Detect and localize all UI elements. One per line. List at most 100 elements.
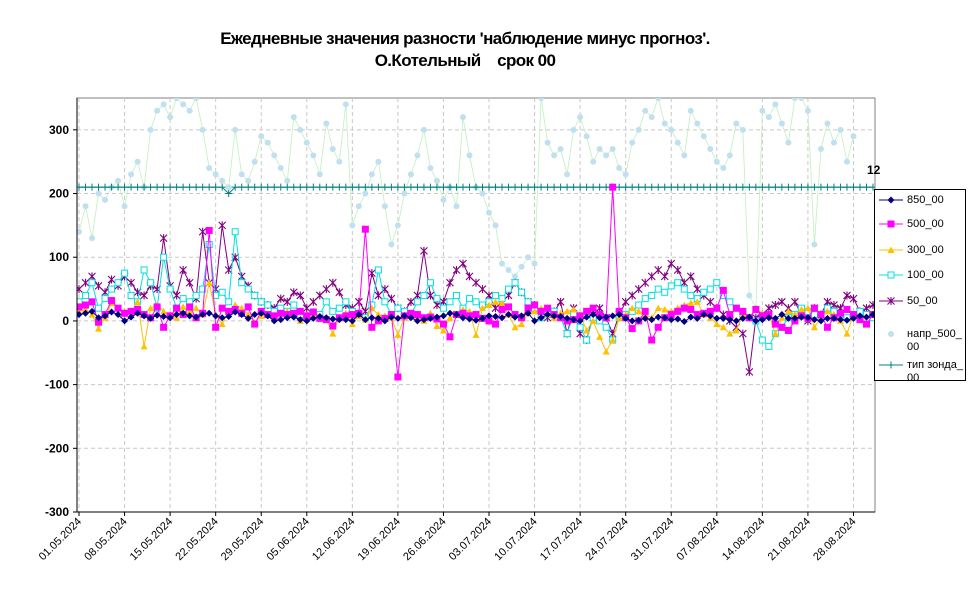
data-point [628, 291, 637, 300]
data-point [810, 316, 818, 324]
data-point [674, 315, 682, 323]
data-point [329, 307, 337, 315]
data-point [218, 304, 226, 312]
data-point [205, 309, 213, 317]
data-point [374, 291, 383, 300]
data-point [270, 317, 278, 325]
x-tick-label: 12.06.2024 [310, 516, 357, 563]
data-point [433, 295, 441, 303]
data-point [264, 183, 272, 191]
data-point [466, 152, 473, 159]
legend-label: напр_500_00 [907, 328, 962, 353]
data-point [817, 317, 825, 325]
data-point [95, 318, 103, 326]
x-tick-label: 21.08.2024 [766, 516, 813, 563]
data-point [277, 183, 285, 191]
legend-marker [887, 297, 895, 305]
data-point [205, 240, 213, 248]
data-point [89, 235, 96, 242]
data-point [95, 314, 103, 322]
legend-label: 100_00 [907, 269, 944, 281]
data-point [387, 183, 395, 191]
data-point [647, 272, 656, 281]
data-point [394, 314, 402, 322]
x-tick-label: 19.06.2024 [356, 516, 403, 563]
data-point [128, 171, 135, 178]
data-point [680, 278, 689, 287]
data-point [258, 133, 265, 140]
data-point [804, 314, 812, 322]
data-point [212, 291, 220, 299]
data-point [205, 226, 213, 234]
legend-swatch [879, 196, 903, 204]
x-tick-label: 15.05.2024 [128, 516, 175, 563]
data-point [661, 288, 669, 296]
data-point [810, 183, 818, 191]
legend-item: 850_00 [875, 192, 967, 212]
data-point [765, 114, 772, 121]
data-point [160, 323, 168, 331]
data-point [667, 316, 675, 324]
data-point [238, 311, 246, 319]
series-тип зонда_00 [77, 183, 875, 198]
data-point [524, 298, 532, 306]
y-axis: 300 200 100 0 -100 -200 -300 [45, 98, 78, 519]
data-point [667, 311, 675, 319]
data-point [843, 305, 851, 313]
data-point [824, 120, 831, 127]
data-point [192, 183, 200, 191]
data-point [693, 183, 701, 191]
data-point [199, 285, 207, 293]
data-point [758, 316, 766, 324]
data-point [869, 311, 875, 319]
data-point [342, 101, 349, 108]
data-point [453, 203, 460, 210]
data-point [635, 301, 643, 309]
data-point [186, 183, 194, 191]
data-point [160, 312, 168, 320]
data-point [622, 171, 629, 178]
data-point [440, 196, 447, 203]
data-point [531, 260, 538, 267]
data-point [186, 312, 194, 320]
data-point [465, 295, 473, 303]
data-point [238, 304, 246, 312]
data-point [739, 307, 747, 315]
data-point [557, 312, 565, 320]
data-point [843, 158, 850, 165]
data-point [400, 312, 408, 320]
data-point [420, 291, 428, 299]
data-point [407, 309, 415, 317]
data-point [518, 263, 525, 270]
data-point [745, 313, 753, 321]
data-point [498, 183, 506, 191]
data-point [121, 317, 129, 325]
y-tick-label: 100 [49, 250, 69, 264]
data-point [433, 177, 440, 184]
data-point [817, 145, 824, 152]
data-point [309, 314, 317, 322]
data-point [596, 183, 604, 191]
data-point [680, 318, 688, 326]
data-point [82, 291, 90, 299]
x-tick-label: 08.05.2024 [82, 516, 129, 563]
legend-swatch [879, 220, 903, 228]
x-tick-label: 03.07.2024 [447, 516, 494, 563]
data-point [108, 297, 116, 305]
data-point [199, 126, 206, 133]
data-point [166, 285, 174, 293]
data-point [329, 315, 337, 323]
data-point [134, 158, 141, 165]
data-point [681, 152, 688, 159]
data-point [673, 265, 682, 274]
data-point [323, 120, 330, 127]
data-point [198, 227, 207, 236]
data-point [114, 183, 122, 191]
data-point [667, 183, 675, 191]
data-point [219, 177, 226, 184]
data-point [576, 317, 584, 325]
data-point [823, 323, 831, 331]
data-point [179, 303, 187, 310]
data-point [752, 183, 760, 191]
data-point [102, 196, 109, 203]
